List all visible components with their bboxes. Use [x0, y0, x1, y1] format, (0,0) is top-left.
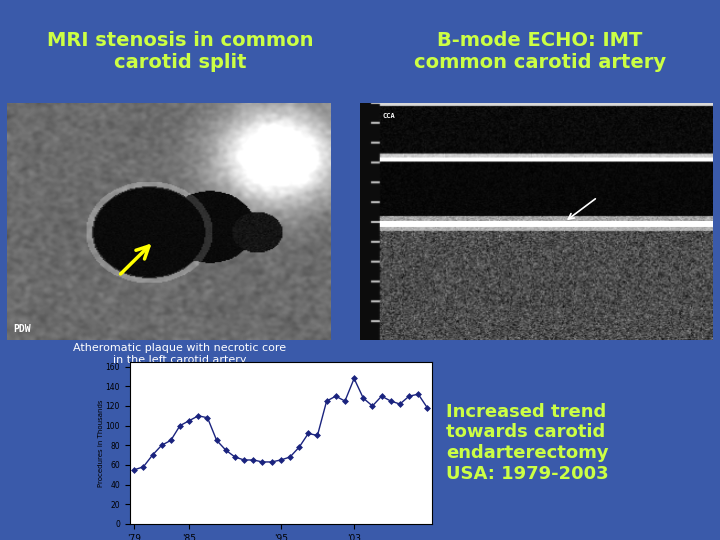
- Y-axis label: Procedures in Thousands: Procedures in Thousands: [98, 399, 104, 487]
- Text: Increased trend
towards carotid
endarterectomy
USA: 1979-2003: Increased trend towards carotid endarter…: [446, 403, 609, 483]
- Text: Atheromatic plaque with necrotic core
in the left carotid artery: Atheromatic plaque with necrotic core in…: [73, 343, 287, 365]
- Text: B-mode ECHO: IMT
common carotid artery: B-mode ECHO: IMT common carotid artery: [414, 31, 666, 72]
- Text: CCA: CCA: [382, 113, 395, 119]
- Text: MRI stenosis in common
carotid split: MRI stenosis in common carotid split: [47, 31, 313, 72]
- Text: PDW: PDW: [13, 324, 31, 334]
